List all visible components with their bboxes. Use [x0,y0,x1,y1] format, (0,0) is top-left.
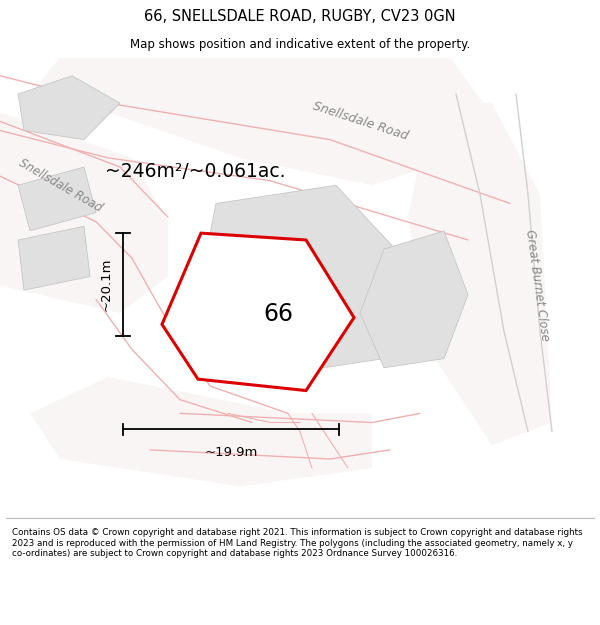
Text: ~246m²/~0.061ac.: ~246m²/~0.061ac. [105,162,286,181]
Polygon shape [18,76,120,139]
Polygon shape [30,377,372,486]
Text: Snellsdale Road: Snellsdale Road [16,156,104,214]
Text: 66: 66 [263,302,293,326]
Text: ~20.1m: ~20.1m [99,258,112,311]
Polygon shape [0,204,168,313]
Polygon shape [198,185,408,377]
Polygon shape [162,233,354,391]
Text: Map shows position and indicative extent of the property.: Map shows position and indicative extent… [130,38,470,51]
Text: Snellsdale Road: Snellsdale Road [311,100,409,143]
Text: 66, SNELLSDALE ROAD, RUGBY, CV23 0GN: 66, SNELLSDALE ROAD, RUGBY, CV23 0GN [144,9,456,24]
Text: ~19.9m: ~19.9m [205,446,257,459]
Polygon shape [408,103,552,445]
Polygon shape [30,58,510,185]
Polygon shape [0,112,168,249]
Text: Great Burnet Close: Great Burnet Close [523,229,551,342]
Text: Contains OS data © Crown copyright and database right 2021. This information is : Contains OS data © Crown copyright and d… [12,528,583,558]
Polygon shape [18,167,96,231]
Polygon shape [18,226,90,290]
Polygon shape [360,231,468,368]
